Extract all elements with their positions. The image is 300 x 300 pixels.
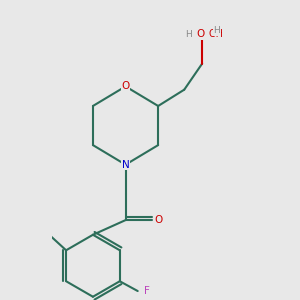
Text: H: H: [214, 26, 220, 35]
Text: H: H: [185, 30, 192, 39]
Text: O: O: [196, 29, 205, 39]
Text: O: O: [155, 215, 163, 225]
Text: F: F: [144, 286, 150, 296]
Text: N: N: [122, 160, 129, 170]
Text: OH: OH: [208, 29, 223, 39]
Text: O: O: [122, 81, 130, 92]
